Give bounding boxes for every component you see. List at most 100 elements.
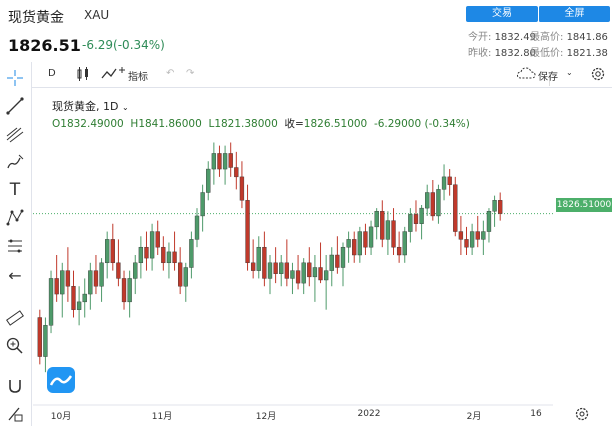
gear-icon[interactable] <box>590 66 606 85</box>
candle-body <box>166 251 172 264</box>
arrow-left-icon[interactable]: ← <box>8 266 22 285</box>
lock-drawing-icon[interactable] <box>5 404 25 424</box>
candle-body <box>161 246 166 264</box>
candle-body <box>43 325 48 357</box>
candle-body <box>127 278 132 303</box>
indicators-icon[interactable] <box>100 66 126 85</box>
chart-legend-title[interactable]: 现货黄金, 1D ⌄ <box>52 100 129 113</box>
candle-body <box>408 214 413 232</box>
candle-body <box>413 214 419 224</box>
ruler-icon[interactable] <box>5 308 25 328</box>
candle-body <box>217 153 222 170</box>
candle-body <box>105 239 110 264</box>
candle-body <box>318 267 323 281</box>
candle-body <box>172 251 177 264</box>
x-label-2022: 2022 <box>357 409 381 419</box>
candle-body <box>402 231 407 256</box>
legend-high: H1841.86000 <box>130 118 202 130</box>
magnet-icon[interactable] <box>5 376 25 396</box>
candle-body <box>155 231 160 248</box>
interval-select[interactable]: D <box>48 68 56 79</box>
candle-body <box>307 262 312 278</box>
candle-body <box>82 293 87 303</box>
candle-body <box>76 301 82 310</box>
candle-body <box>149 231 155 259</box>
candle-body <box>301 262 306 284</box>
pattern-icon[interactable] <box>5 208 25 228</box>
ohlc-legend: O1832.49000 H1841.86000 L1821.38000 收=18… <box>52 118 470 130</box>
candle-body <box>37 317 42 357</box>
save-button[interactable]: 保存 <box>538 72 558 83</box>
projection-icon[interactable] <box>5 236 25 256</box>
candle-body <box>357 231 362 256</box>
candle-body <box>430 192 435 217</box>
fullscreen-button[interactable]: 全屏 <box>538 6 610 22</box>
candle-body <box>374 211 379 228</box>
candle-body <box>352 239 357 256</box>
candle-body <box>481 231 486 240</box>
candle-body <box>267 262 273 279</box>
toolbar-divider <box>549 72 550 86</box>
candle-body <box>99 262 104 287</box>
axis-settings-gear-icon[interactable] <box>574 406 590 426</box>
x-label-feb: 2月 <box>466 412 482 422</box>
stat-open: 今开: 1832.49 <box>468 32 536 43</box>
candle-body <box>121 278 127 303</box>
candle-body <box>447 176 452 185</box>
candle-body <box>206 168 211 193</box>
last-price: 1826.51 <box>8 36 81 55</box>
chart-toolbar: D 指标 ↶ ↷ 保存 ⌄ <box>0 62 612 88</box>
candle-body <box>368 226 374 248</box>
brush-icon[interactable] <box>5 152 25 172</box>
candle-body <box>396 246 402 256</box>
candle-body <box>419 207 424 224</box>
candle-body <box>189 239 194 268</box>
text-tool-icon[interactable]: T <box>9 180 21 200</box>
zoom-in-icon[interactable] <box>5 336 25 356</box>
price-chart[interactable] <box>33 90 553 424</box>
candle-body <box>363 231 368 248</box>
candle-body <box>71 286 76 310</box>
x-label-oct: 10月 <box>50 412 72 422</box>
candle-body <box>284 262 290 279</box>
trend-line-icon[interactable] <box>5 96 25 116</box>
candle-body <box>262 246 267 279</box>
cloud-icon[interactable] <box>516 66 536 83</box>
pitchfork-icon[interactable] <box>5 124 25 144</box>
candle-type-icon[interactable] <box>76 66 90 85</box>
candle-body <box>228 153 233 168</box>
undo-icon[interactable]: ↶ <box>166 68 175 79</box>
candle-body <box>88 270 93 295</box>
candle-body <box>110 239 115 264</box>
redo-icon[interactable]: ↷ <box>186 68 195 79</box>
legend-change: -6.29000 (-0.34%) <box>373 118 470 130</box>
candle-body <box>48 278 54 326</box>
candle-body <box>458 231 464 240</box>
instrument-name: 现货黄金 <box>8 10 64 26</box>
candle-body <box>194 215 200 240</box>
candle-body <box>312 267 318 278</box>
candle-body <box>178 262 183 287</box>
x-label-nov: 11月 <box>151 412 173 422</box>
indicators-button[interactable]: 指标 <box>128 72 148 83</box>
x-label-dec: 12月 <box>255 412 277 422</box>
candle-body <box>183 267 188 287</box>
stat-prev-close: 昨收: 1832.80 <box>468 48 536 59</box>
candle-body <box>498 200 503 214</box>
candle-body <box>329 254 334 271</box>
quote-header: 现货黄金 XAU 1826.51 -6.29(-0.34%) 交易 全屏 今开:… <box>0 0 612 60</box>
x-label-16: 16 <box>530 409 542 419</box>
candle-body <box>464 239 469 248</box>
candle-body <box>391 220 396 248</box>
crosshair-icon[interactable] <box>5 68 25 88</box>
trade-button[interactable]: 交易 <box>466 6 538 22</box>
candle-body <box>222 153 228 170</box>
candle-body <box>475 231 480 240</box>
tradingview-logo[interactable] <box>47 367 75 393</box>
legend-close: 1826.51000 <box>303 118 368 130</box>
candle-body <box>425 192 430 209</box>
candle-body <box>65 270 71 287</box>
candle-body <box>453 184 458 232</box>
chevron-down-icon[interactable]: ⌄ <box>566 68 573 77</box>
candle-body <box>144 246 149 259</box>
